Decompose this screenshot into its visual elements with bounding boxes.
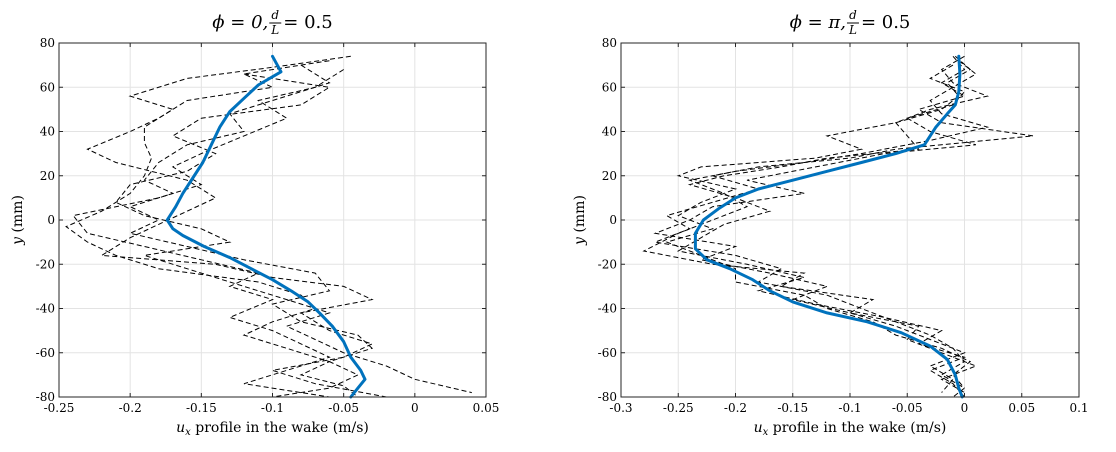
y-tick-label: -80 bbox=[36, 390, 55, 404]
x-tick-label: -0.25 bbox=[663, 401, 694, 415]
y-tick-label: 80 bbox=[602, 36, 617, 50]
y-tick-label: -40 bbox=[36, 302, 55, 316]
sample-profile-line-3 bbox=[676, 55, 990, 398]
sample-profile-line-1 bbox=[653, 55, 1034, 398]
x-axis-label: ux profile in the wake (m/s) bbox=[754, 420, 947, 438]
x-tick-label: -0.25 bbox=[44, 401, 75, 415]
x-tick-label: 0 bbox=[961, 401, 969, 415]
y-tick-label: 80 bbox=[40, 36, 55, 50]
sample-profile-line-2 bbox=[642, 60, 990, 394]
y-tick-label: -60 bbox=[598, 346, 617, 360]
x-tick-label: -0.15 bbox=[186, 401, 217, 415]
x-tick-label: 0.05 bbox=[473, 401, 500, 415]
sample-profile-line-5 bbox=[72, 69, 344, 398]
sample-profile-line-4 bbox=[115, 73, 472, 394]
sample-profile-line-2 bbox=[86, 60, 387, 398]
chart-title-prefix: ϕ = 0, bbox=[212, 12, 268, 33]
x-tick-label: -0.2 bbox=[724, 401, 747, 415]
sample-profile-line-1 bbox=[65, 55, 359, 398]
x-tick-label: -0.05 bbox=[892, 401, 923, 415]
mean-profile-line bbox=[693, 54, 964, 399]
y-tick-label: 20 bbox=[40, 169, 55, 183]
y-tick-label: -20 bbox=[598, 257, 617, 271]
title-fraction-denominator: L bbox=[270, 23, 279, 37]
title-fraction-numerator: d bbox=[271, 8, 279, 22]
chart-title-prefix: ϕ = π, bbox=[790, 12, 846, 33]
chart-title-suffix: = 0.5 bbox=[283, 12, 332, 33]
x-tick-label: -0.15 bbox=[777, 401, 808, 415]
x-tick-label: -0.1 bbox=[838, 401, 861, 415]
x-tick-label: -0.3 bbox=[609, 401, 632, 415]
y-tick-label: 60 bbox=[40, 80, 55, 94]
y-tick-label: 40 bbox=[602, 125, 617, 139]
title-fraction-denominator: L bbox=[848, 23, 857, 37]
x-tick-label: -0.2 bbox=[119, 401, 142, 415]
chart-panel-2: -0.3 -0.25 -0.2 -0.15 -0.1 -0.05 0 0.05 0.1 -80 -6… bbox=[572, 8, 1089, 438]
y-axis-label: y (mm) bbox=[572, 195, 588, 246]
x-tick-label: -0.1 bbox=[261, 401, 284, 415]
y-tick-label: 40 bbox=[40, 125, 55, 139]
sample-profile-line-3 bbox=[128, 64, 374, 398]
y-tick-label: -80 bbox=[598, 390, 617, 404]
x-tick-label: -0.05 bbox=[328, 401, 359, 415]
y-tick-label: 60 bbox=[602, 80, 617, 94]
y-tick-label: -60 bbox=[36, 346, 55, 360]
y-axis-label: y (mm) bbox=[10, 195, 26, 246]
x-axis-label: ux profile in the wake (m/s) bbox=[176, 420, 369, 438]
x-tick-label: 0.05 bbox=[1008, 401, 1035, 415]
chart-title: ϕ = 0, dL = 0.5 bbox=[212, 8, 332, 37]
chart-panel-1: -0.25 -0.2 -0.15 -0.1 -0.05 0 0.05 -80 -60 -40 -20… bbox=[10, 8, 499, 438]
y-tick-label: 20 bbox=[602, 169, 617, 183]
y-tick-label: -20 bbox=[36, 257, 55, 271]
y-tick-label: 0 bbox=[609, 213, 617, 227]
x-tick-label: 0 bbox=[411, 401, 419, 415]
title-fraction-numerator: d bbox=[849, 8, 857, 22]
sample-profile-line-5 bbox=[665, 55, 972, 389]
x-tick-label: 0.1 bbox=[1069, 401, 1088, 415]
chart-title: ϕ = π, dL = 0.5 bbox=[790, 8, 911, 37]
y-tick-label: 0 bbox=[47, 213, 55, 227]
chart-title-suffix: = 0.5 bbox=[861, 12, 910, 33]
y-tick-label: -40 bbox=[598, 302, 617, 316]
mean-profile-line bbox=[165, 54, 367, 399]
